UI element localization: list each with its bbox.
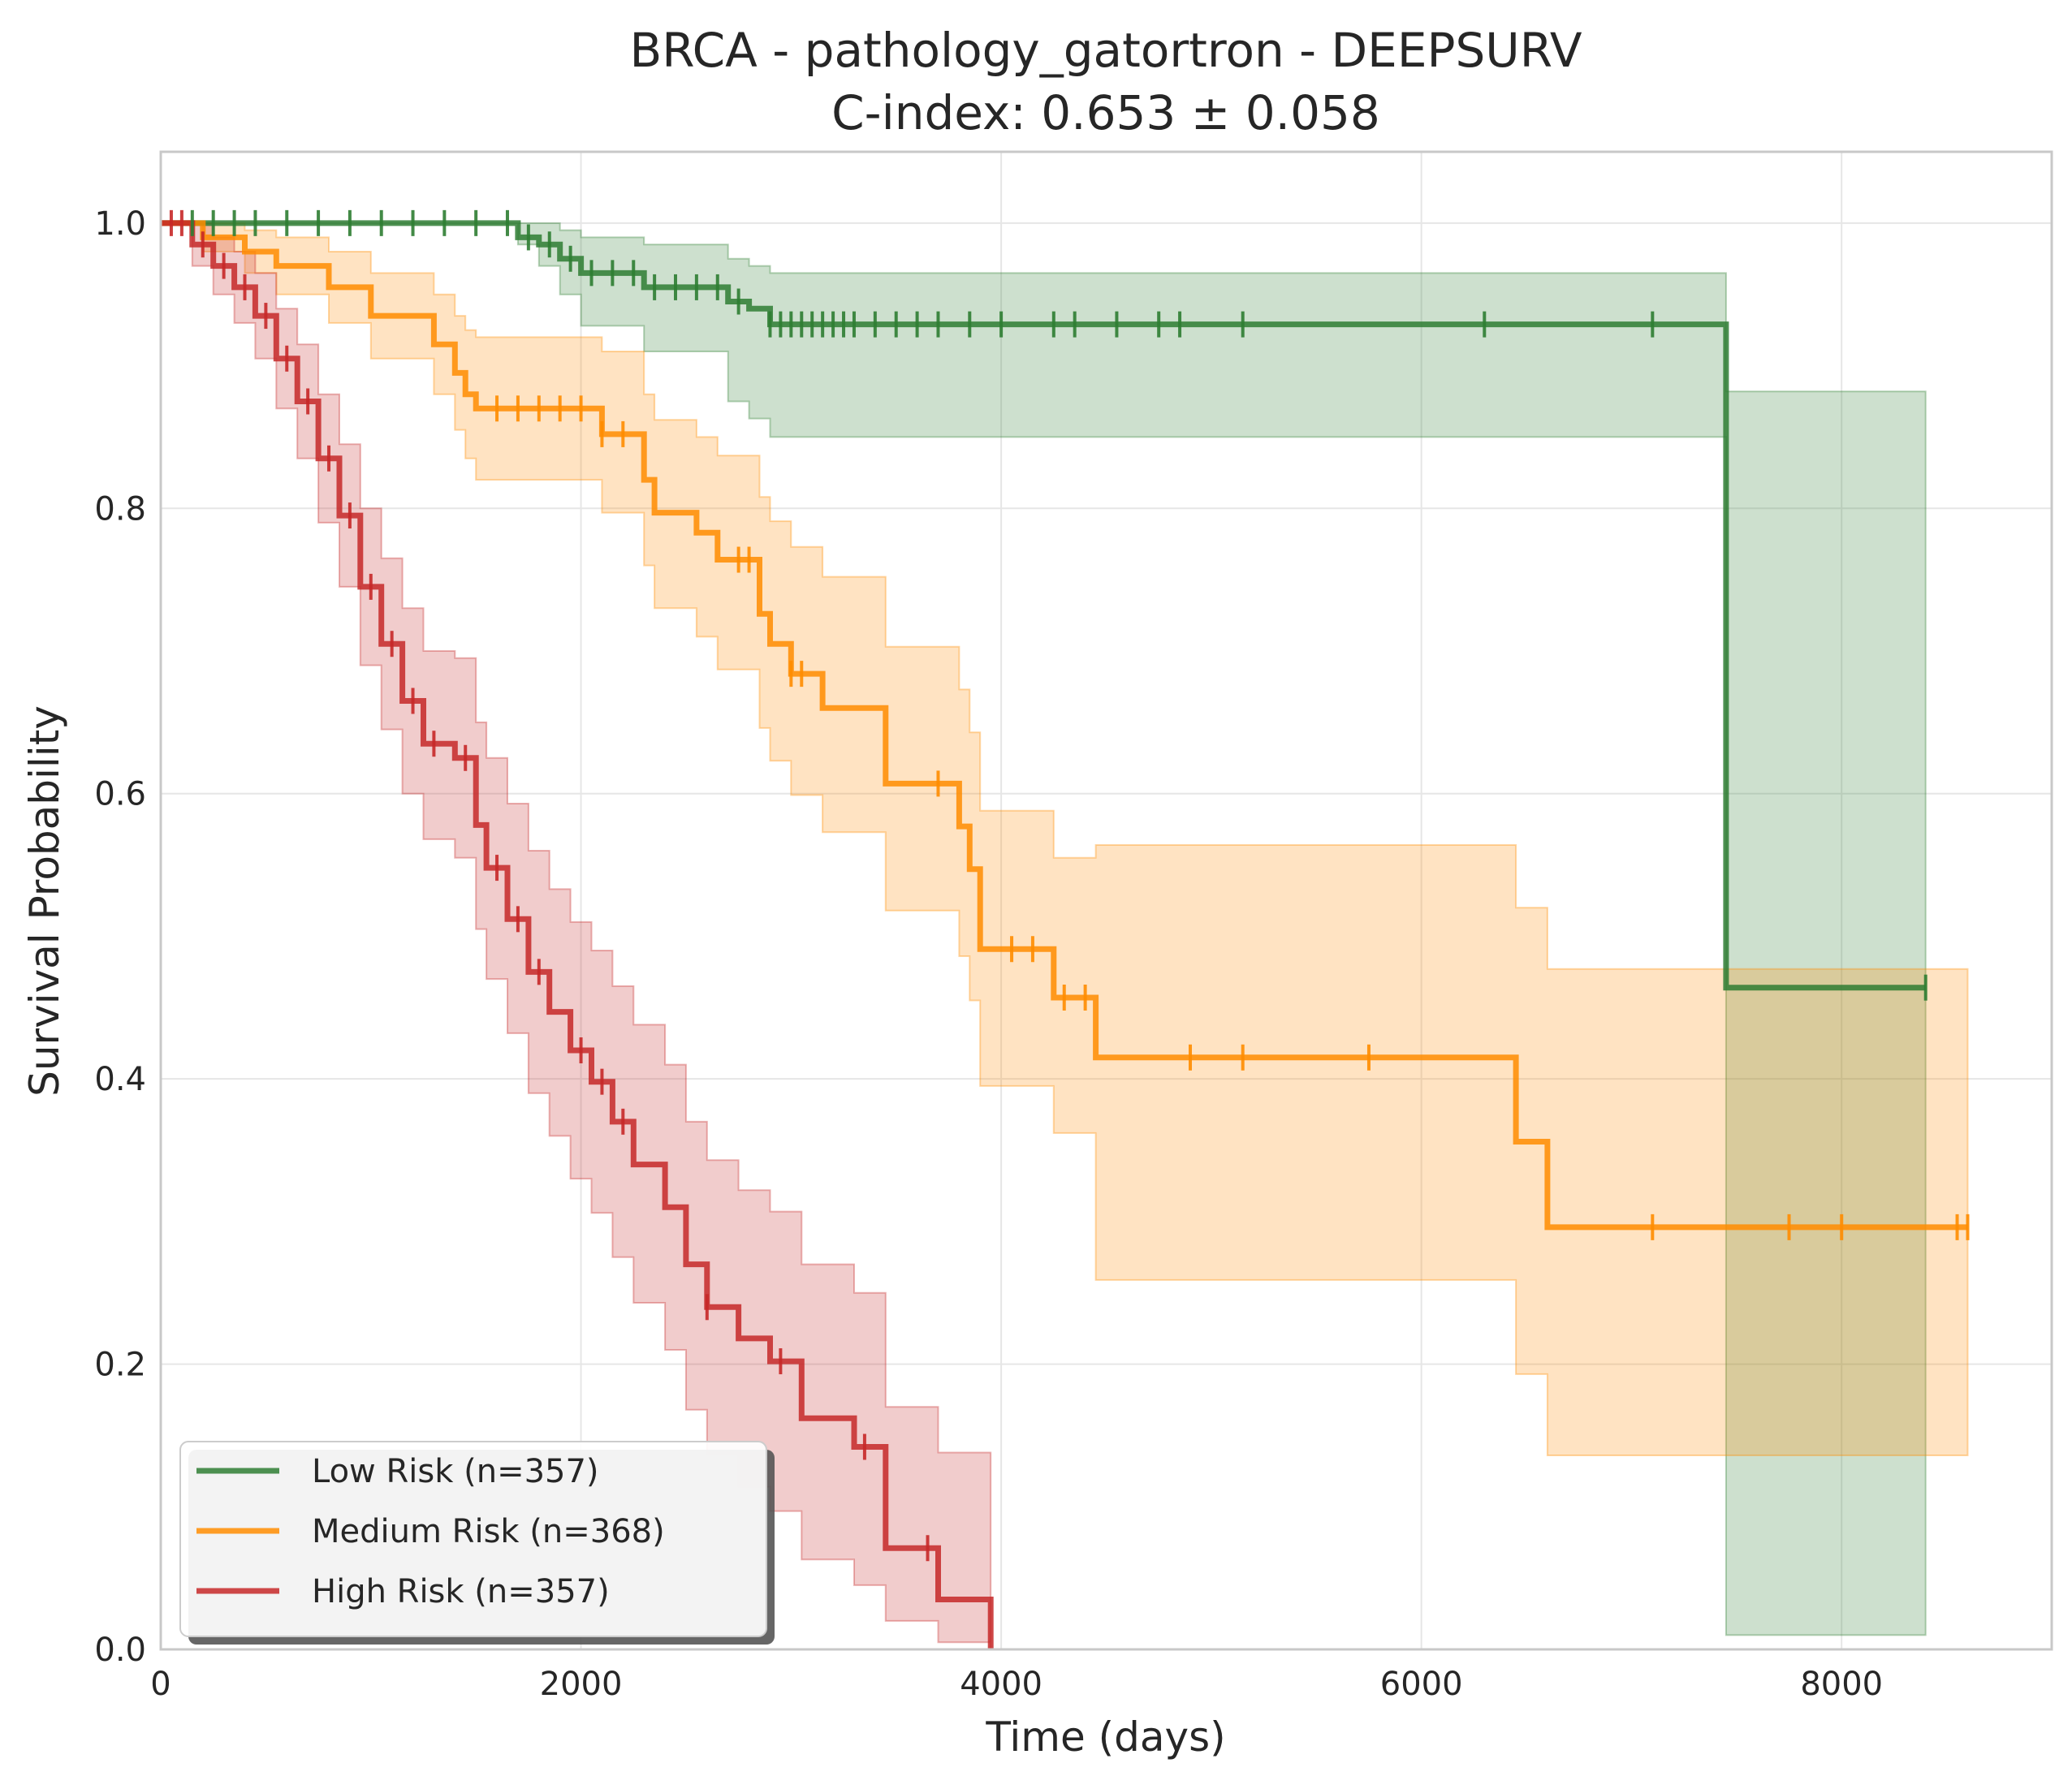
y-tick-label: 0.2 xyxy=(94,1347,146,1384)
censor-marks xyxy=(169,209,1970,1562)
ci-band-series-0 xyxy=(161,222,1927,1636)
survival-line-series-2 xyxy=(161,220,994,1649)
x-tick-label: 6000 xyxy=(1380,1666,1463,1703)
y-tick-label: 0.0 xyxy=(94,1632,146,1669)
y-tick-label: 0.8 xyxy=(94,490,146,528)
legend-label-high-risk: High Risk (n=357) xyxy=(312,1573,610,1610)
y-tick-label: 0.4 xyxy=(94,1061,146,1098)
chart-subtitle: C-index: 0.653 ± 0.058 xyxy=(831,85,1380,140)
legend-label-low-risk: Low Risk (n=357) xyxy=(312,1453,599,1490)
chart-title: BRCA - pathology_gatortron - DEEPSURV xyxy=(629,23,1582,78)
legend-label-medium-risk: Medium Risk (n=368) xyxy=(312,1513,665,1550)
x-tick-label: 4000 xyxy=(960,1666,1042,1703)
plot-frame xyxy=(159,150,2053,1651)
legend: Low Risk (n=357) Medium Risk (n=368) Hig… xyxy=(179,1441,775,1645)
x-axis-label: Time (days) xyxy=(985,1714,1225,1761)
tick-labels: 0 2000 4000 6000 8000 0.0 0.2 0.4 0.6 0.8 1.0 xyxy=(94,205,1883,1703)
y-axis-label: Survival Probability xyxy=(21,705,68,1097)
legend-box xyxy=(179,1441,767,1637)
x-tick-label: 0 xyxy=(150,1666,171,1703)
x-tick-label: 8000 xyxy=(1800,1666,1883,1703)
ci-band-series-1 xyxy=(161,222,1969,1456)
y-tick-label: 1.0 xyxy=(94,205,146,243)
x-tick-label: 2000 xyxy=(540,1666,623,1703)
survival-line-series-1 xyxy=(161,220,1968,1231)
y-tick-label: 0.6 xyxy=(94,776,146,813)
